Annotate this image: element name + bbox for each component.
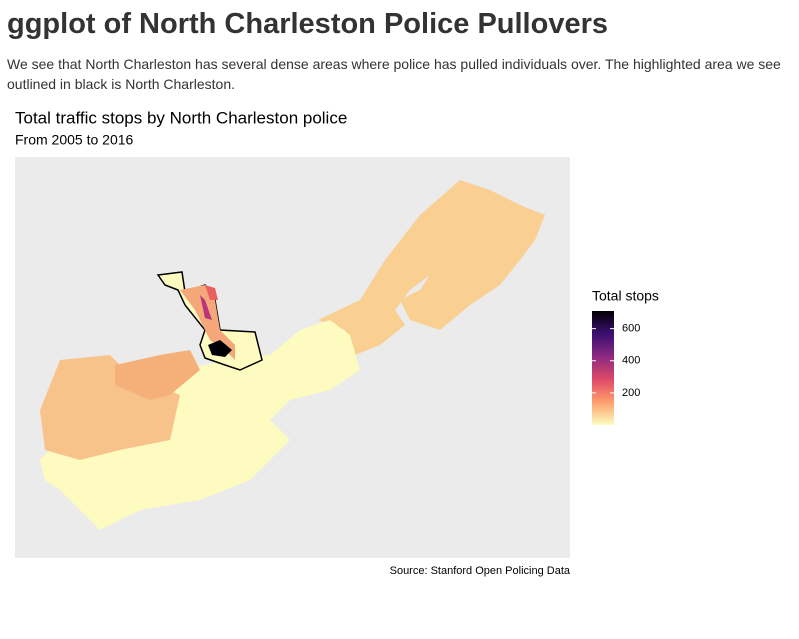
chart-title: Total traffic stops by North Charleston … [15, 108, 347, 127]
region [205, 285, 218, 300]
page-title: ggplot of North Charleston Police Pullov… [7, 8, 608, 40]
chart-subtitle: From 2005 to 2016 [15, 132, 134, 148]
colorbar [592, 311, 614, 425]
legend-title: Total stops [592, 288, 659, 304]
region [115, 350, 200, 400]
region [208, 340, 232, 357]
map-chart: Total traffic stops by North Charleston … [15, 108, 659, 577]
legend-tick-label: 600 [622, 323, 640, 335]
region [318, 180, 545, 355]
region [40, 320, 360, 530]
legend-tick-label: 200 [622, 387, 640, 399]
region [200, 295, 212, 320]
intro-text: We see that North Charleston has several… [7, 56, 781, 92]
caption: Source: Stanford Open Policing Data [390, 565, 571, 577]
legend-tick-label: 400 [622, 355, 640, 367]
